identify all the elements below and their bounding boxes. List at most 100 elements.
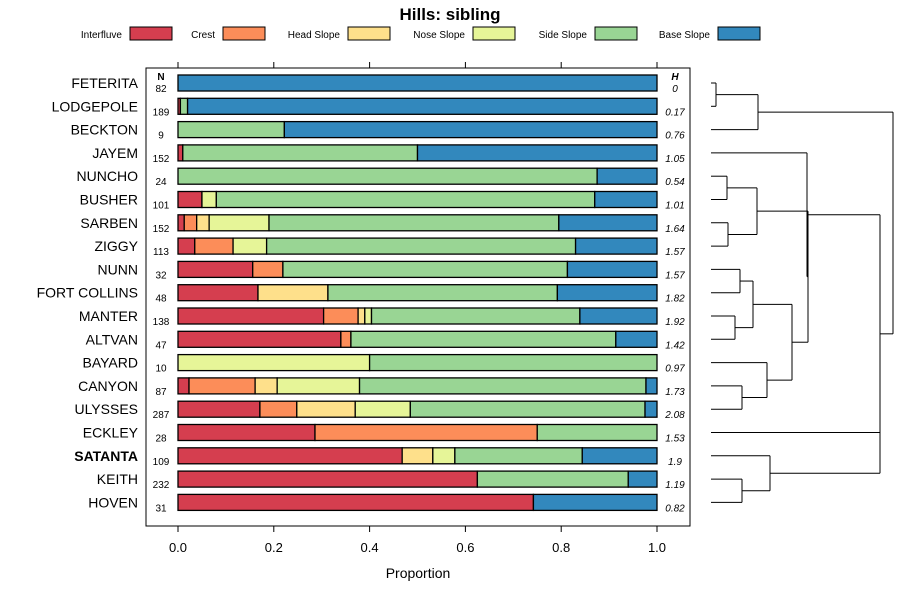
legend-swatch (347, 26, 391, 41)
row-h-value: 1.9 (668, 457, 682, 468)
x-tick-label: 0.6 (456, 540, 474, 555)
row-label: HOVEN (88, 494, 138, 510)
bar-segment (215, 190, 596, 209)
row-h-value: 1.42 (665, 340, 685, 351)
bar-row: NUNN 32 1.57 (98, 260, 685, 281)
bar-segment (268, 214, 560, 232)
bar-segment (558, 214, 658, 232)
row-n-value: 152 (153, 224, 170, 235)
bar-segment (566, 260, 658, 279)
bar-segment (177, 400, 261, 418)
bar-segment (556, 284, 658, 302)
bar-segment (364, 307, 373, 325)
row-h-value: 0.97 (665, 364, 685, 375)
bar-segment (177, 120, 285, 139)
chart-title: Hills: sibling (399, 5, 500, 24)
bar-segment (354, 400, 411, 418)
row-h-value: 1.92 (665, 317, 685, 328)
bar-segment (596, 167, 658, 185)
bar-segment (177, 307, 325, 325)
bar-row: SATANTA 109 1.9 (74, 447, 682, 468)
bar-segment (416, 144, 658, 162)
bar-segment (327, 284, 559, 302)
bar-segment (177, 423, 316, 442)
bar-segment (259, 400, 298, 418)
bar-segment (177, 190, 203, 209)
bar-segment (645, 377, 658, 395)
bar-segment (196, 214, 210, 232)
bar-row: HOVEN 31 0.82 (88, 493, 685, 514)
bar-segment (265, 237, 577, 255)
bar-segment (536, 423, 658, 442)
row-n-value: 138 (153, 317, 170, 328)
bar-segment (358, 377, 647, 395)
bar-segment (350, 330, 617, 348)
row-h-value: 1.19 (665, 480, 685, 491)
bar-row: FETERITA 82 0 (71, 74, 678, 95)
bar-segment (183, 214, 198, 232)
bar-segment (177, 144, 184, 162)
row-n-value: 189 (153, 107, 170, 118)
bar-segment (432, 447, 456, 465)
bar-segment (177, 353, 371, 372)
bar-segment (357, 307, 366, 325)
row-label: KEITH (97, 471, 138, 487)
dendrogram (711, 82, 894, 503)
bar-segment (179, 97, 189, 115)
row-n-value: 287 (153, 410, 170, 421)
bar-rows: FETERITA 82 0 LODGEPOLE 189 0.17 BECKTON 9 0.76 J… (37, 74, 685, 514)
legend-label: Base Slope (659, 30, 711, 41)
bar-segment (177, 377, 190, 395)
bar-segment (532, 493, 658, 512)
bar-row: NUNCHO 24 0.54 (77, 167, 685, 188)
row-h-value: 0.82 (665, 503, 685, 514)
row-h-value: 2.08 (664, 410, 685, 421)
bar-segment (476, 470, 629, 488)
bar-segment (201, 190, 217, 209)
bar-segment (314, 423, 538, 442)
bar-segment (177, 237, 196, 255)
bar-segment (177, 330, 342, 348)
row-h-value: 1.57 (665, 270, 685, 281)
row-label: ULYSSES (74, 401, 138, 417)
bar-segment (296, 400, 356, 418)
bar-segment (409, 400, 646, 418)
bar-row: BUSHER 101 1.01 (80, 190, 685, 212)
row-h-value: 0.76 (665, 131, 685, 142)
bar-segment (401, 447, 434, 465)
legend-label: Head Slope (288, 30, 341, 41)
row-label: FORT COLLINS (37, 285, 138, 301)
bar-row: JAYEM 152 1.05 (92, 144, 685, 165)
bar-segment (177, 284, 259, 302)
row-h-value: 1.64 (665, 224, 685, 235)
row-n-value: 101 (153, 201, 170, 212)
bar-segment (177, 470, 479, 488)
bar-row: KEITH 232 1.19 (97, 470, 685, 491)
row-label: JAYEM (92, 145, 138, 161)
row-h-value: 1.82 (665, 294, 685, 305)
row-label: MANTER (79, 308, 138, 324)
row-label: NUNCHO (77, 168, 139, 184)
row-label: BAYARD (83, 355, 139, 371)
row-n-value: 152 (153, 154, 170, 165)
h-header: H (671, 72, 679, 83)
row-n-value: 47 (155, 340, 167, 351)
row-h-value: 0.17 (665, 107, 685, 118)
bar-segment (257, 284, 329, 302)
x-tick-label: 0.2 (265, 540, 283, 555)
row-h-value: 0.54 (665, 177, 685, 188)
row-label: ALTVAN (86, 331, 138, 347)
bar-segment (454, 447, 583, 465)
bar-segment (322, 307, 359, 325)
bar-segment (644, 400, 658, 418)
row-n-value: 82 (155, 84, 167, 95)
bar-segment (627, 470, 658, 488)
bar-segment (188, 377, 256, 395)
row-n-value: 31 (155, 503, 167, 514)
legend-swatch (594, 26, 638, 41)
bar-segment (579, 307, 658, 325)
x-tick-label: 1.0 (648, 540, 666, 555)
bar-segment (581, 447, 658, 465)
row-n-value: 24 (155, 177, 167, 188)
